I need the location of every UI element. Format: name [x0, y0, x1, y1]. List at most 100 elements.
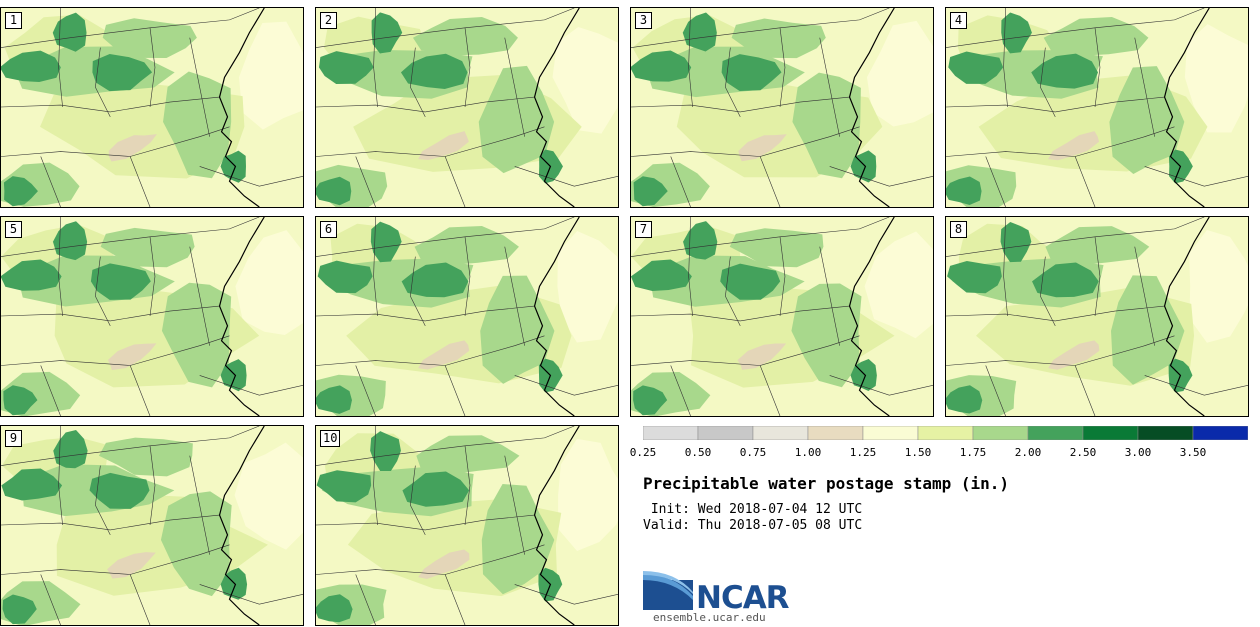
state-border [1, 96, 220, 113]
state-border [199, 584, 303, 605]
state-border [829, 375, 933, 396]
state-border [316, 544, 545, 575]
pw-map-9 [1, 426, 303, 625]
stamp-panel-7: 7 [630, 216, 934, 417]
coastline [218, 426, 265, 625]
pw-map-4 [946, 8, 1248, 207]
colorbar-segment [752, 426, 809, 440]
colorbar-tick-label: 3.50 [1179, 446, 1207, 459]
colorbar-tick-label: 1.00 [794, 446, 822, 459]
pw-map-10 [316, 426, 618, 625]
state-border [631, 305, 850, 322]
colorbar-tick-label: 3.00 [1124, 446, 1152, 459]
coastline [848, 8, 895, 207]
pw-map-7 [631, 217, 933, 416]
colorbar-segment [1192, 426, 1248, 440]
pw-map-6 [316, 217, 618, 416]
colorbar-segment [697, 426, 754, 440]
state-border [819, 37, 840, 137]
state-border [149, 445, 156, 526]
member-label: 2 [320, 12, 337, 29]
colorbar-segment [972, 426, 1029, 440]
pw-map-5 [1, 217, 303, 416]
state-border [779, 236, 786, 317]
colorbar-segment [917, 426, 974, 440]
state-border [1094, 27, 1101, 108]
member-label: 5 [5, 221, 22, 238]
state-border [410, 256, 426, 327]
colorbar [643, 426, 1248, 440]
member-label: 9 [5, 430, 22, 447]
init-time: Init: Wed 2018-07-04 12 UTC [643, 502, 863, 517]
stamp-panel-2: 2 [315, 7, 619, 208]
colorbar-tick-label: 0.75 [739, 446, 767, 459]
state-border [95, 256, 111, 327]
colorbar-tick-label: 2.00 [1014, 446, 1042, 459]
colorbar-segment [862, 426, 919, 440]
colorbar-tick-label: 2.50 [1069, 446, 1097, 459]
state-border [199, 166, 303, 187]
state-border [189, 246, 210, 346]
colorbar-segment [1027, 426, 1084, 440]
colorbar-legend: 0.25 0.50 0.75 1.00 1.25 1.50 1.75 2.00 2.50 3.00… [630, 426, 1248, 462]
coastline [848, 217, 895, 416]
state-border [40, 574, 61, 625]
state-border [373, 217, 378, 317]
state-border [1003, 217, 1008, 317]
state-border [504, 246, 525, 346]
state-border [40, 156, 61, 207]
pw-map-1 [1, 8, 303, 207]
state-border [779, 27, 786, 108]
state-border [1040, 47, 1056, 118]
pw-map-2 [316, 8, 618, 207]
stamp-panel-8: 8 [945, 216, 1249, 417]
state-border [464, 27, 471, 108]
state-border [670, 156, 691, 207]
state-border [1074, 365, 1096, 416]
state-border [946, 96, 1165, 113]
state-border [631, 96, 850, 113]
state-border [1144, 375, 1248, 396]
state-border [444, 365, 466, 416]
state-border [1074, 156, 1096, 207]
state-border [189, 37, 210, 137]
coastline [533, 217, 580, 416]
state-border [819, 246, 840, 346]
state-border [985, 156, 1006, 207]
state-border [58, 426, 63, 526]
state-border [514, 375, 618, 396]
state-border [316, 96, 535, 113]
member-label: 7 [635, 221, 652, 238]
stamp-panel-5: 5 [0, 216, 304, 417]
state-border [985, 365, 1006, 416]
logo-url: ensemble.ucar.edu [653, 611, 766, 624]
colorbar-segment [1137, 426, 1194, 440]
coastline [533, 8, 580, 207]
state-border [355, 574, 376, 625]
state-border [504, 455, 525, 555]
state-border [149, 27, 156, 108]
state-border [444, 156, 466, 207]
state-border [373, 426, 378, 526]
state-border [129, 365, 151, 416]
stamp-panel-10: 10 [315, 425, 619, 626]
stamp-panel-4: 4 [945, 7, 1249, 208]
state-border [1040, 256, 1056, 327]
coastline [1163, 8, 1210, 207]
state-border [199, 375, 303, 396]
state-border [1, 544, 230, 575]
state-border [829, 166, 933, 187]
state-border [725, 47, 741, 118]
state-border [129, 156, 151, 207]
state-border [1134, 37, 1155, 137]
stamp-panel-9: 9 [0, 425, 304, 626]
state-border [464, 236, 471, 317]
state-border [688, 217, 693, 317]
state-border [1094, 236, 1101, 317]
member-label: 6 [320, 221, 337, 238]
state-border [40, 365, 61, 416]
state-border [631, 126, 860, 157]
state-border [1003, 8, 1008, 108]
state-border [373, 8, 378, 108]
state-border [444, 574, 466, 625]
